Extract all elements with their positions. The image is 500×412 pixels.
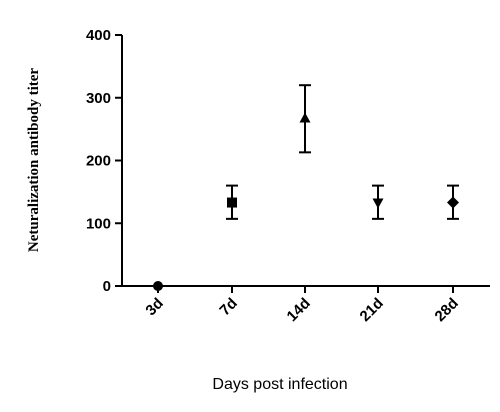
y-axis: 0 100 200 300 400 [86, 27, 123, 295]
data-point-1 [227, 197, 237, 208]
x-tick-label-0: 3d [142, 295, 166, 319]
x-axis-label: Days post infection [212, 376, 347, 393]
x-tick-label-4: 28d [432, 295, 462, 325]
y-tick-label-4: 400 [86, 27, 111, 44]
data-point-0 [153, 281, 163, 291]
y-tick-label-3: 300 [86, 90, 111, 107]
data-point-3 [372, 198, 384, 209]
x-tick-label-2: 14d [284, 295, 314, 325]
data-marks [153, 84, 459, 291]
x-tick-label-3: 21d [357, 295, 387, 325]
data-point-2 [299, 112, 311, 123]
x-tick-label-1: 7d [216, 295, 240, 319]
y-tick-label-0: 0 [103, 278, 111, 295]
x-axis: 3d 7d 14d 21d 28d [122, 285, 490, 325]
y-tick-label-1: 100 [86, 215, 111, 232]
y-tick-label-2: 200 [86, 153, 111, 170]
y-axis-label: Neturalization antibody titer [26, 68, 42, 252]
data-point-4 [447, 196, 459, 209]
